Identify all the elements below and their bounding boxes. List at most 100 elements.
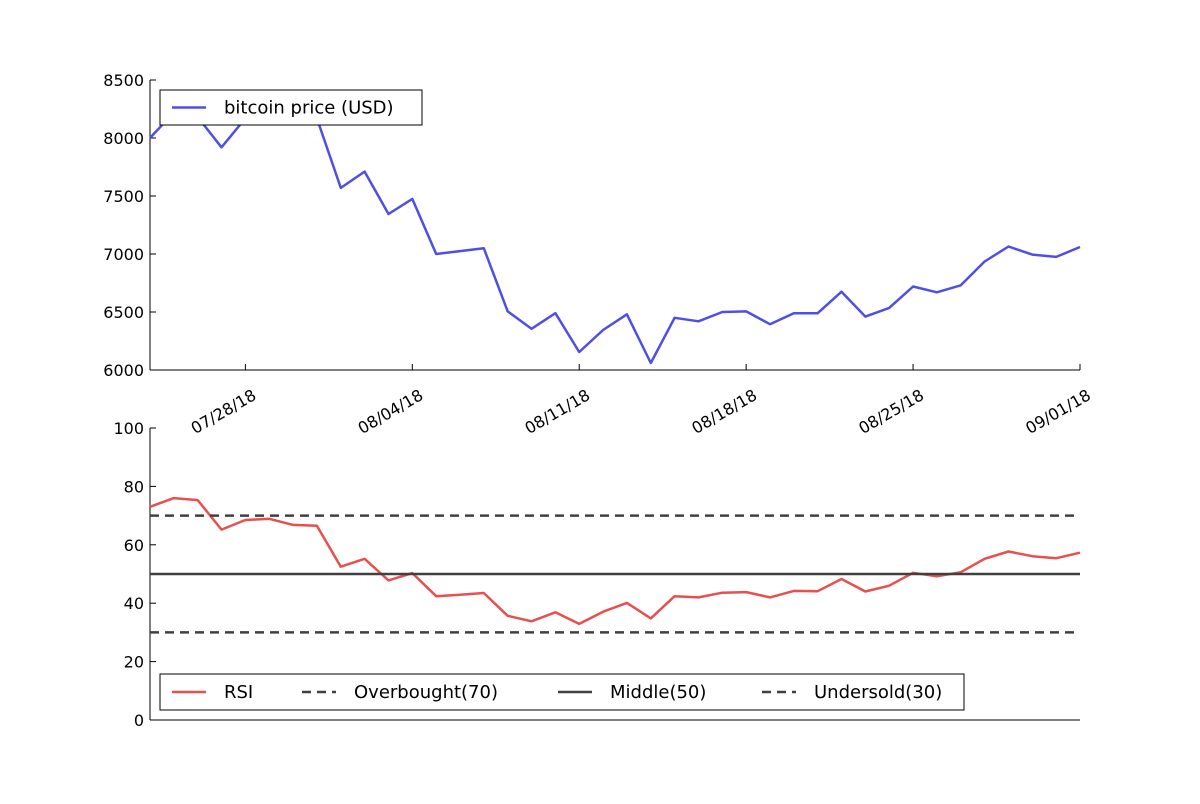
rsi-series-0-point xyxy=(577,622,581,626)
rsi-ytick-label: 40 xyxy=(124,594,144,613)
rsi-series-0-point xyxy=(840,577,844,581)
price-series-0-point xyxy=(625,312,629,316)
price-xtick-label: 08/25/18 xyxy=(855,385,927,437)
price-series-0-point xyxy=(410,197,414,201)
rsi-series-0-point xyxy=(339,565,343,569)
price-xtick-label: 08/18/18 xyxy=(688,385,760,437)
price-series-0-point xyxy=(1054,255,1058,259)
rsi-series-0-point xyxy=(363,557,367,561)
rsi-series-0-point xyxy=(243,518,247,522)
rsi-legend: RSI Overbought(70) Middle(50) Undersold(30) xyxy=(159,673,965,711)
price-series-0-point xyxy=(339,186,343,190)
price-series-0-point xyxy=(720,310,724,314)
price-series-0-point xyxy=(386,212,390,216)
rsi-series-0-point xyxy=(1030,554,1034,558)
price-series-0-point xyxy=(506,309,510,313)
rsi-series-0-point xyxy=(1078,551,1082,555)
rsi-series-0-point xyxy=(673,594,677,598)
rsi-ytick-label: 20 xyxy=(124,653,144,672)
rsi-ytick-label: 60 xyxy=(124,536,144,555)
rsi-series-0-point xyxy=(196,498,200,502)
price-ytick-label: 7500 xyxy=(103,187,144,206)
price-series-0-point xyxy=(744,309,748,313)
price-series-0-point xyxy=(792,311,796,315)
rsi-series-0-point xyxy=(386,578,390,582)
price-ytick-label: 8000 xyxy=(103,129,144,148)
rsi-ytick-label: 0 xyxy=(134,711,144,730)
price-series-0-point xyxy=(840,290,844,294)
rsi-legend-label: Middle(50) xyxy=(610,682,706,703)
rsi-legend-item: Overbought(70) xyxy=(302,682,498,703)
rsi-series-0-point xyxy=(553,610,557,614)
price-series-0-point xyxy=(220,145,224,149)
price-ytick-label: 7000 xyxy=(103,245,144,264)
rsi-series-0-point xyxy=(720,591,724,595)
price-series-0-point xyxy=(911,284,915,288)
price-series-0-point xyxy=(649,361,653,365)
rsi-series-0-point xyxy=(696,595,700,599)
price-series-0-point xyxy=(863,315,867,319)
price-series-0-point xyxy=(434,252,438,256)
rsi-series-0-point xyxy=(792,589,796,593)
price-xtick-label: 08/04/18 xyxy=(355,385,427,437)
rsi-legend-label: RSI xyxy=(224,682,253,703)
rsi-legend-label: Overbought(70) xyxy=(354,682,498,703)
price-series-0-point xyxy=(983,260,987,264)
rsi-series-0-point xyxy=(649,616,653,620)
rsi-series-0-point xyxy=(315,524,319,528)
price-series-0-point xyxy=(530,327,534,331)
rsi-series-0-point xyxy=(220,528,224,532)
rsi-series-0-point xyxy=(816,589,820,593)
price-series-0-point xyxy=(1006,244,1010,248)
rsi-series-0-line xyxy=(149,496,1081,626)
rsi-series-0-point xyxy=(267,517,271,521)
price-ytick-label: 8500 xyxy=(103,71,144,90)
price-legend-label: bitcoin price (USD) xyxy=(224,98,394,119)
price-ytick-label: 6000 xyxy=(103,361,144,380)
price-xtick-label: 07/28/18 xyxy=(188,385,260,437)
price-series-0-point xyxy=(458,249,462,253)
price-series-0-point xyxy=(887,306,891,310)
price-series-0-point xyxy=(959,283,963,287)
rsi-series-0-point xyxy=(625,601,629,605)
rsi-legend-label: Undersold(30) xyxy=(814,682,942,703)
price-series-0-point xyxy=(1030,253,1034,257)
rsi-ytick-label: 80 xyxy=(124,477,144,496)
price-series-0-point xyxy=(601,328,605,332)
rsi-series-0-point xyxy=(744,590,748,594)
rsi-series-0-point xyxy=(172,496,176,500)
price-chart: 6000 6500 7000 7500 8000 8500 07/28/18 08/04/18… xyxy=(103,71,1094,438)
rsi-series-0-point xyxy=(530,619,534,623)
price-legend-item: bitcoin price (USD) xyxy=(172,98,394,119)
price-series-0-line xyxy=(149,111,1081,365)
rsi-series-0-point xyxy=(983,557,987,561)
rsi-series-0-point xyxy=(887,584,891,588)
rsi-series-0-point xyxy=(601,610,605,614)
rsi-series-0-point xyxy=(863,590,867,594)
rsi-series-0-point xyxy=(148,505,152,509)
rsi-legend-item: RSI xyxy=(172,682,253,703)
price-series-0-point xyxy=(696,319,700,323)
price-series-0-point xyxy=(1078,245,1082,249)
rsi-series-0-point xyxy=(768,595,772,599)
price-xtick-label: 09/01/18 xyxy=(1022,385,1094,437)
price-series-0-point xyxy=(482,246,486,250)
price-xtick-label: 08/11/18 xyxy=(521,385,593,437)
rsi-legend-item: Undersold(30) xyxy=(762,682,942,703)
price-series-0-point xyxy=(577,350,581,354)
rsi-series-0-point xyxy=(1006,550,1010,554)
rsi-chart: 0 20 40 60 80 100 RSI Overbought(70) Middle(50) U… xyxy=(113,419,1082,730)
price-series-0-point xyxy=(935,290,939,294)
rsi-series-0-point xyxy=(482,591,486,595)
rsi-series-0-point xyxy=(291,523,295,527)
rsi-legend-item: Middle(50) xyxy=(558,682,706,703)
rsi-ytick-label: 100 xyxy=(113,419,144,438)
price-series-0-point xyxy=(363,170,367,174)
price-ytick-label: 6500 xyxy=(103,303,144,322)
rsi-series-0-point xyxy=(1054,556,1058,560)
price-legend: bitcoin price (USD) xyxy=(159,89,423,126)
rsi-series-0-point xyxy=(506,614,510,618)
rsi-series-0-point xyxy=(434,594,438,598)
